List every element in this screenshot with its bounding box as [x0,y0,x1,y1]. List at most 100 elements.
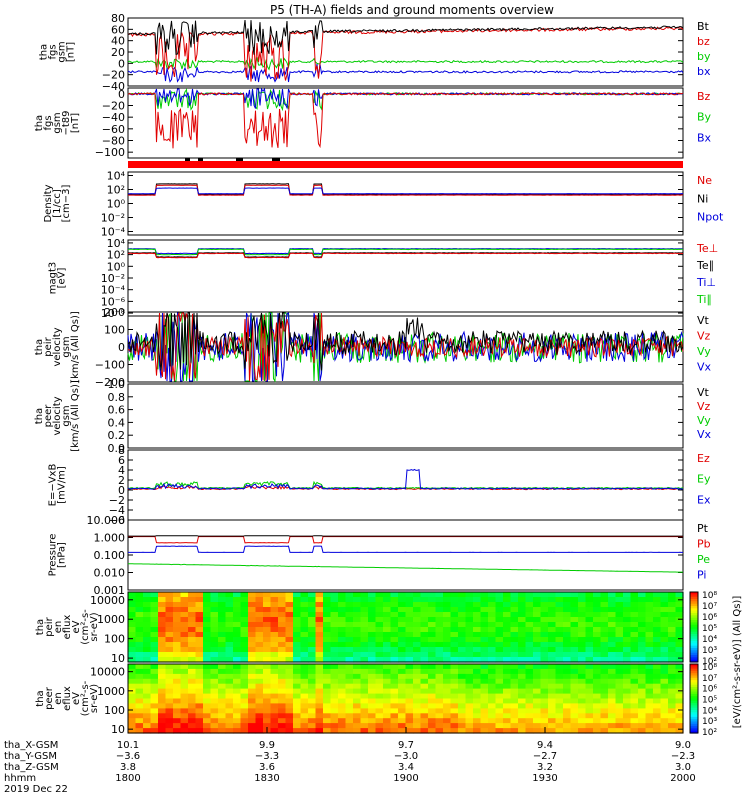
spectrogram-cell [195,703,204,709]
spectrogram-cell [293,693,302,700]
spectrogram-cell [195,668,204,675]
spectrogram-cell [435,683,444,690]
spectrogram-cell [150,664,159,670]
spectrogram-cell [473,592,482,598]
spectrogram-cell [675,723,684,729]
spectrogram-cell [533,664,542,670]
spectrogram-cell [480,683,489,690]
spectrogram-cell [248,723,257,729]
spectrogram-cell [143,632,152,638]
spectrogram-cell [435,713,444,719]
spectrogram-cell [353,592,362,598]
legend-by: by [697,50,711,63]
spectrogram-cell [495,703,504,709]
spectrogram-cell [233,612,242,618]
spectrogram-cell [323,642,332,648]
spectrogram-cell [503,683,512,690]
spectrogram-cell [390,612,399,618]
spectrogram-cell [368,592,377,598]
spectrogram-cell [360,592,369,598]
spectrogram-cell [653,673,662,680]
spectrogram-cell [405,647,414,653]
spectrogram-cell [218,673,227,680]
spectrogram-cell [330,664,339,670]
spectrogram-cell [383,632,392,638]
spectrogram-cell [435,642,444,648]
spectrogram-cell [165,617,174,623]
spectrogram-cell [285,693,294,700]
spectrogram-cell [128,657,137,663]
spectrogram-cell [518,718,527,724]
spectrogram-cell [578,622,587,628]
spectrogram-cell [518,622,527,628]
spectrogram-cell [225,602,234,608]
spectrogram-cell [390,683,399,690]
spectrogram-cell [203,698,212,704]
spectrogram-cell [308,698,317,704]
spectrogram-cell [263,652,272,658]
spectrogram-cell [488,703,497,709]
spectrogram-cell [585,632,594,638]
colorbar-cell [690,617,698,621]
spectrogram-cell [150,637,159,643]
spectrogram-cell [660,652,669,658]
spectrogram-cell [203,592,212,598]
series-tipar [127,248,684,256]
spectrogram-cell [548,673,557,680]
y-tick-label: 10⁻⁶ [101,295,126,308]
spectrogram-cell [278,622,287,628]
spectrogram-cell [368,664,377,670]
spectrogram-cell [300,622,309,628]
spectrogram-cell [428,612,437,618]
spectrogram-cell [420,678,429,685]
spectrogram-cell [413,617,422,623]
y-tick-label: 1.000 [94,532,126,545]
spectrogram-cell [353,688,362,695]
colorbar-cell [690,638,698,642]
spectrogram-cell [645,673,654,680]
y-tick-label: 10⁴ [107,170,126,183]
spectrogram-cell [480,642,489,648]
spectrogram-cell [195,647,204,653]
spectrogram-cell [503,723,512,729]
spectrogram-cell [525,607,534,613]
spectrogram-cell [135,728,144,734]
spectrogram-cell [398,612,407,618]
spectrogram-cell [593,642,602,648]
spectrogram-cell [150,642,159,648]
spectrogram-cell [188,718,197,724]
spectrogram-cell [645,678,654,685]
colorbar-tick-label: 10⁷ [702,602,717,612]
y-tick-label: −2 [109,494,125,507]
spectrogram-cell [615,673,624,680]
spectrogram-cell [293,668,302,675]
spectrogram-cell [585,597,594,603]
spectrogram-cell [593,637,602,643]
spectrogram-cell [203,627,212,633]
y-axis-label: peir [43,336,54,356]
spectrogram-cell [503,693,512,700]
spectrogram-cell [360,713,369,719]
spectrogram-cell [180,728,189,734]
spectrogram-cell [300,673,309,680]
spectrogram-cell [413,683,422,690]
spectrogram-cell [563,617,572,623]
spectrogram-cell [578,688,587,695]
spectrogram-cell [278,642,287,648]
series-pb [128,536,683,544]
spectrogram-cell [495,693,504,700]
spectrogram-cell [413,723,422,729]
spectrogram-cell [218,683,227,690]
legend-ne: Ne [697,174,712,187]
spectrogram-cell [540,607,549,613]
spectrogram-cell [345,723,354,729]
spectrogram-cell [450,617,459,623]
spectrogram-cell [510,607,519,613]
spectrogram-cell [495,683,504,690]
spectrogram-cell [330,647,339,653]
spectrogram-cell [300,612,309,618]
spectrogram-cell [458,637,467,643]
spectrogram-cell [578,723,587,729]
spectrogram-cell [240,683,249,690]
